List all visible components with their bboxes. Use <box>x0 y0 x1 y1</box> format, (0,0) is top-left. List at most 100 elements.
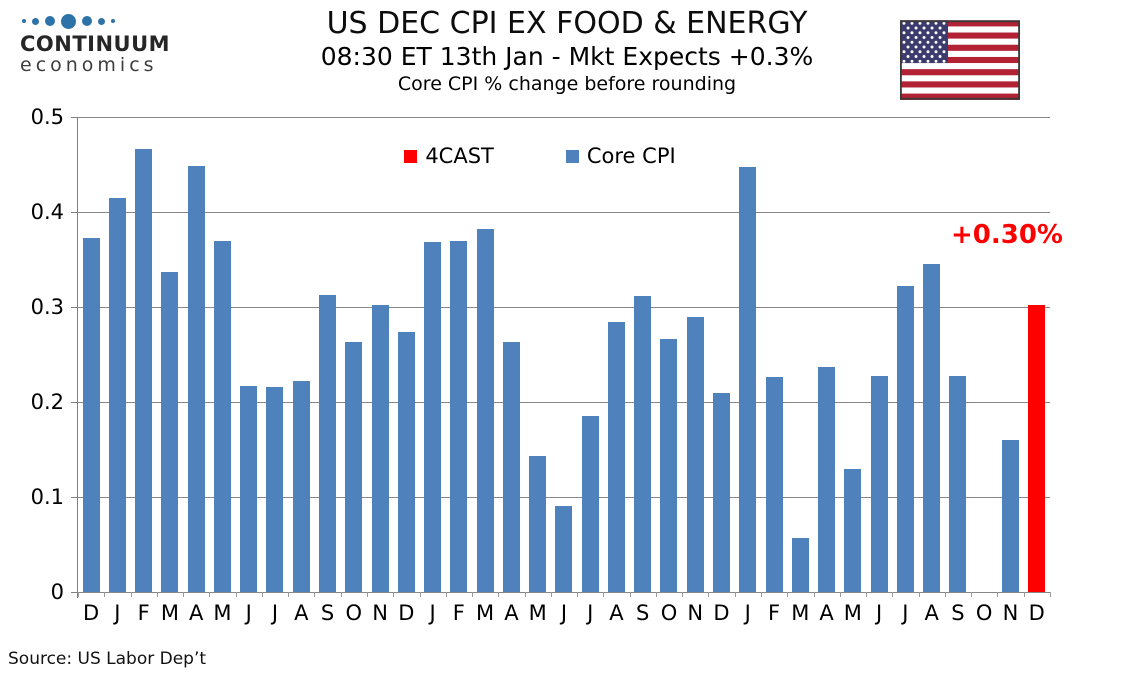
bar-slot <box>262 117 288 592</box>
x-axis-label: A <box>504 601 519 625</box>
bar-core-cpi <box>791 537 809 592</box>
bar-core-cpi <box>896 286 914 592</box>
bar-slot <box>498 117 524 592</box>
x-axis-label: J <box>271 601 279 625</box>
bar-slot <box>656 117 682 592</box>
bar-slot <box>367 117 393 592</box>
bar-core-cpi <box>686 316 704 592</box>
source-text: Source: US Labor Dep’t <box>8 649 207 669</box>
x-axis-label: O <box>345 601 363 625</box>
bar-core-cpi <box>634 295 652 592</box>
bar-core-cpi <box>319 294 337 592</box>
bar-core-cpi <box>292 381 310 592</box>
gridline <box>78 402 1050 403</box>
logo-dot-icon <box>82 16 92 26</box>
bar-core-cpi <box>82 237 100 592</box>
x-axis-label: J <box>114 601 121 625</box>
bar-forecast <box>1028 305 1046 592</box>
x-axis-label: F <box>767 601 781 625</box>
bar-slot <box>577 117 603 592</box>
bar-core-cpi <box>108 197 126 592</box>
y-axis-tick <box>71 402 77 403</box>
bar-slot <box>682 117 708 592</box>
bar-core-cpi <box>213 241 231 592</box>
bar-slot <box>131 117 157 592</box>
x-axis-label: A <box>189 601 204 625</box>
bar-slot <box>840 117 866 592</box>
y-axis-tick <box>71 117 77 118</box>
bar-slot <box>735 117 761 592</box>
bar-core-cpi <box>555 505 573 592</box>
bar-core-cpi <box>266 386 284 592</box>
bar-slot <box>761 117 787 592</box>
bar-core-cpi <box>739 167 757 592</box>
bar-core-cpi <box>187 166 205 592</box>
x-axis-label: J <box>587 601 594 625</box>
y-axis-label: 0.3 <box>30 295 64 319</box>
legend-label-4cast: 4CAST <box>425 144 494 168</box>
bar-core-cpi <box>923 264 941 592</box>
bar-slot <box>708 117 734 592</box>
bar-slot <box>209 117 235 592</box>
logo-dot-icon <box>61 13 76 29</box>
bar-slot <box>288 117 314 592</box>
x-axis-label: D <box>713 601 730 625</box>
bar-slot <box>866 117 892 592</box>
logo-name: CONTINUUM <box>20 32 171 56</box>
bar-core-cpi <box>502 342 520 592</box>
bar-slot <box>236 117 262 592</box>
us-flag-icon <box>900 20 1020 100</box>
bar-core-cpi <box>345 342 363 592</box>
bar-slot <box>525 117 551 592</box>
logo-dots-icon <box>22 12 170 30</box>
bar-core-cpi <box>713 392 730 592</box>
y-axis-label: 0.5 <box>30 105 64 129</box>
bar-core-cpi <box>424 242 442 592</box>
logo-dot-icon <box>98 17 105 25</box>
bar-core-cpi <box>949 376 967 592</box>
gridline <box>78 497 1050 498</box>
bar-slot <box>78 117 104 592</box>
y-axis-label: 0 <box>50 580 64 604</box>
y-axis-tick <box>71 592 77 593</box>
bar-slot <box>157 117 183 592</box>
bar-slot <box>183 117 209 592</box>
bar-slot <box>919 117 945 592</box>
bar-core-cpi <box>476 229 494 592</box>
legend-label-core-cpi: Core CPI <box>586 144 676 168</box>
bar-slot <box>787 117 813 592</box>
forecast-annotation: +0.30% <box>951 220 1063 250</box>
bar-series <box>78 117 1050 592</box>
x-axis-label: O <box>660 601 678 625</box>
x-axis-label: J <box>245 601 252 625</box>
gridline <box>78 307 1050 308</box>
bar-slot <box>104 117 130 592</box>
bar-slot <box>314 117 340 592</box>
x-axis-ticks <box>78 592 1051 597</box>
x-axis-label: M <box>843 601 862 625</box>
gridline <box>78 592 1050 593</box>
bar-slot <box>813 117 839 592</box>
bar-slot <box>341 117 367 592</box>
gridline <box>78 212 1050 213</box>
x-axis-label: N <box>372 601 388 625</box>
gridline <box>78 117 1050 118</box>
x-axis-label: A <box>609 601 624 625</box>
legend-swatch-core-cpi-icon <box>565 149 579 163</box>
bar-core-cpi <box>844 468 862 592</box>
bar-slot <box>997 117 1023 592</box>
x-axis-label: D <box>398 601 415 625</box>
x-axis-label: J <box>429 601 436 625</box>
y-axis-tick <box>71 497 77 498</box>
bar-slot <box>446 117 472 592</box>
y-axis-tick <box>71 212 77 213</box>
x-axis-label: M <box>160 601 179 625</box>
bar-core-cpi <box>660 339 678 592</box>
x-axis-label: F <box>452 601 465 625</box>
x-axis-label: J <box>744 601 751 625</box>
logo-dot-icon <box>32 17 39 25</box>
logo-dot-icon <box>45 16 55 26</box>
logo-tagline: economics <box>20 54 158 77</box>
bar-core-cpi <box>870 376 888 592</box>
